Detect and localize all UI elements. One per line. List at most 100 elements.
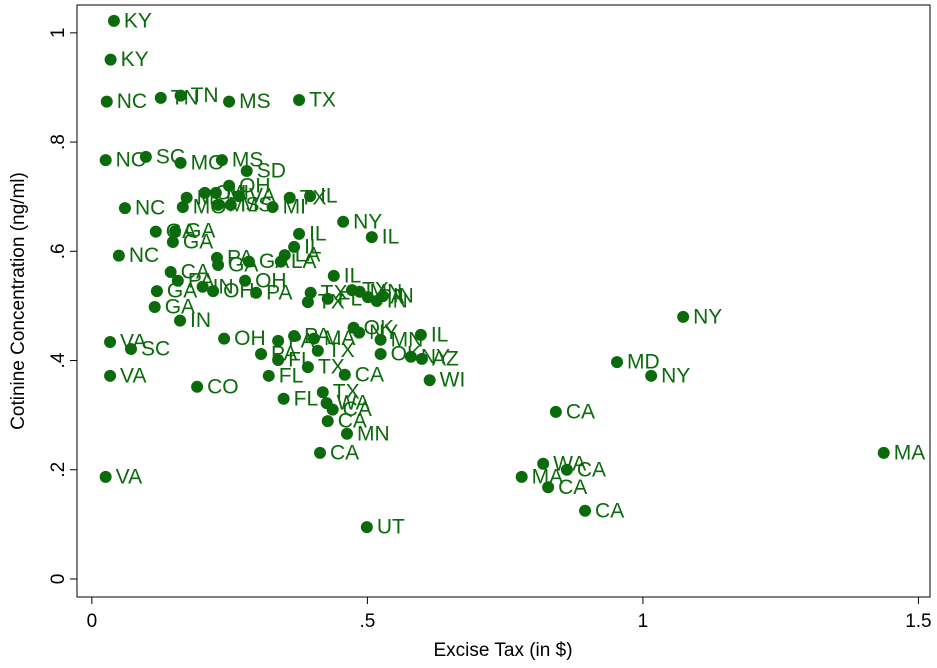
- point: [99, 470, 112, 483]
- point: [176, 201, 189, 214]
- point: [274, 255, 287, 268]
- point: [423, 374, 436, 387]
- x-tick-label: 0: [87, 611, 98, 632]
- point: [374, 333, 387, 346]
- point: [293, 227, 306, 240]
- point: [314, 446, 327, 459]
- point-label: MA: [324, 327, 356, 350]
- x-tick-label: 1.5: [905, 611, 931, 632]
- point-label: FL: [294, 387, 319, 410]
- point-label: VA: [120, 364, 146, 387]
- point: [365, 231, 378, 244]
- point: [376, 290, 389, 303]
- point: [677, 310, 690, 323]
- point: [304, 286, 317, 299]
- point: [223, 95, 236, 108]
- point: [215, 154, 228, 167]
- point-label: GA: [165, 296, 195, 319]
- point: [353, 326, 366, 339]
- y-tick-label: .6: [48, 243, 69, 259]
- point-label: MO: [191, 151, 225, 174]
- point-label: MS: [239, 90, 271, 113]
- point: [148, 301, 161, 314]
- point-label: CA: [355, 363, 384, 386]
- point: [164, 266, 177, 279]
- point: [272, 334, 285, 347]
- point: [311, 344, 324, 357]
- point: [107, 14, 120, 27]
- point-label: AZ: [432, 347, 459, 370]
- point: [209, 186, 222, 199]
- point-label: GA: [183, 231, 213, 254]
- point: [301, 296, 314, 309]
- point: [537, 457, 550, 470]
- point: [207, 285, 220, 298]
- point: [288, 329, 301, 342]
- point-label: CA: [330, 441, 359, 464]
- point: [104, 53, 117, 66]
- point-label: MI: [197, 186, 220, 209]
- point-label: MS: [241, 193, 273, 216]
- point-label: OK: [364, 316, 394, 339]
- point: [240, 165, 253, 178]
- point: [180, 191, 193, 204]
- point-label: NC: [129, 244, 159, 267]
- point: [611, 356, 624, 369]
- point: [645, 369, 658, 382]
- point: [515, 470, 528, 483]
- point: [326, 403, 339, 416]
- point-label: IL: [382, 226, 400, 249]
- point-label: IL: [431, 323, 449, 346]
- plot-frame: [76, 4, 931, 598]
- point: [104, 335, 117, 348]
- point: [321, 415, 334, 428]
- point: [224, 198, 237, 211]
- point: [99, 154, 112, 167]
- point: [166, 236, 179, 249]
- point: [198, 186, 211, 199]
- point: [549, 405, 562, 418]
- y-tick-label: .2: [48, 462, 69, 478]
- point-label: KY: [121, 48, 149, 71]
- point: [191, 380, 204, 393]
- point: [125, 343, 138, 356]
- point: [100, 95, 113, 108]
- x-axis-title: Excise Tax (in $): [433, 640, 572, 661]
- point-label: MN: [357, 422, 390, 445]
- point: [877, 446, 890, 459]
- point: [266, 201, 279, 214]
- point: [255, 347, 268, 360]
- point-label: OH: [234, 327, 266, 350]
- x-tick-label: .5: [359, 611, 375, 632]
- point: [223, 179, 236, 192]
- point-label: LA: [295, 244, 321, 267]
- point-label: SD: [257, 160, 286, 183]
- point-label: MD: [627, 351, 660, 374]
- point-label: IL: [320, 185, 338, 208]
- point: [415, 352, 428, 365]
- point-label: NY: [661, 364, 690, 387]
- point: [321, 292, 334, 305]
- point-label: NC: [117, 90, 147, 113]
- point-label: WA: [337, 392, 370, 415]
- point: [169, 225, 182, 238]
- point-label: PA: [266, 281, 292, 304]
- point: [338, 368, 351, 381]
- y-tick-label: 1: [48, 28, 69, 39]
- point: [301, 361, 314, 374]
- point: [139, 150, 152, 163]
- point: [233, 190, 246, 203]
- point-label: IL: [304, 235, 322, 258]
- y-tick-label: .8: [48, 134, 69, 150]
- x-tick-label: 1: [638, 611, 649, 632]
- point: [293, 94, 306, 107]
- point-label: CA: [566, 400, 595, 423]
- point: [283, 191, 296, 204]
- point-label: MS: [228, 193, 260, 216]
- point-label: TN: [191, 84, 219, 107]
- point: [239, 274, 252, 287]
- point-label: VA: [116, 465, 142, 488]
- point-label: VA: [249, 185, 275, 208]
- point: [154, 91, 167, 104]
